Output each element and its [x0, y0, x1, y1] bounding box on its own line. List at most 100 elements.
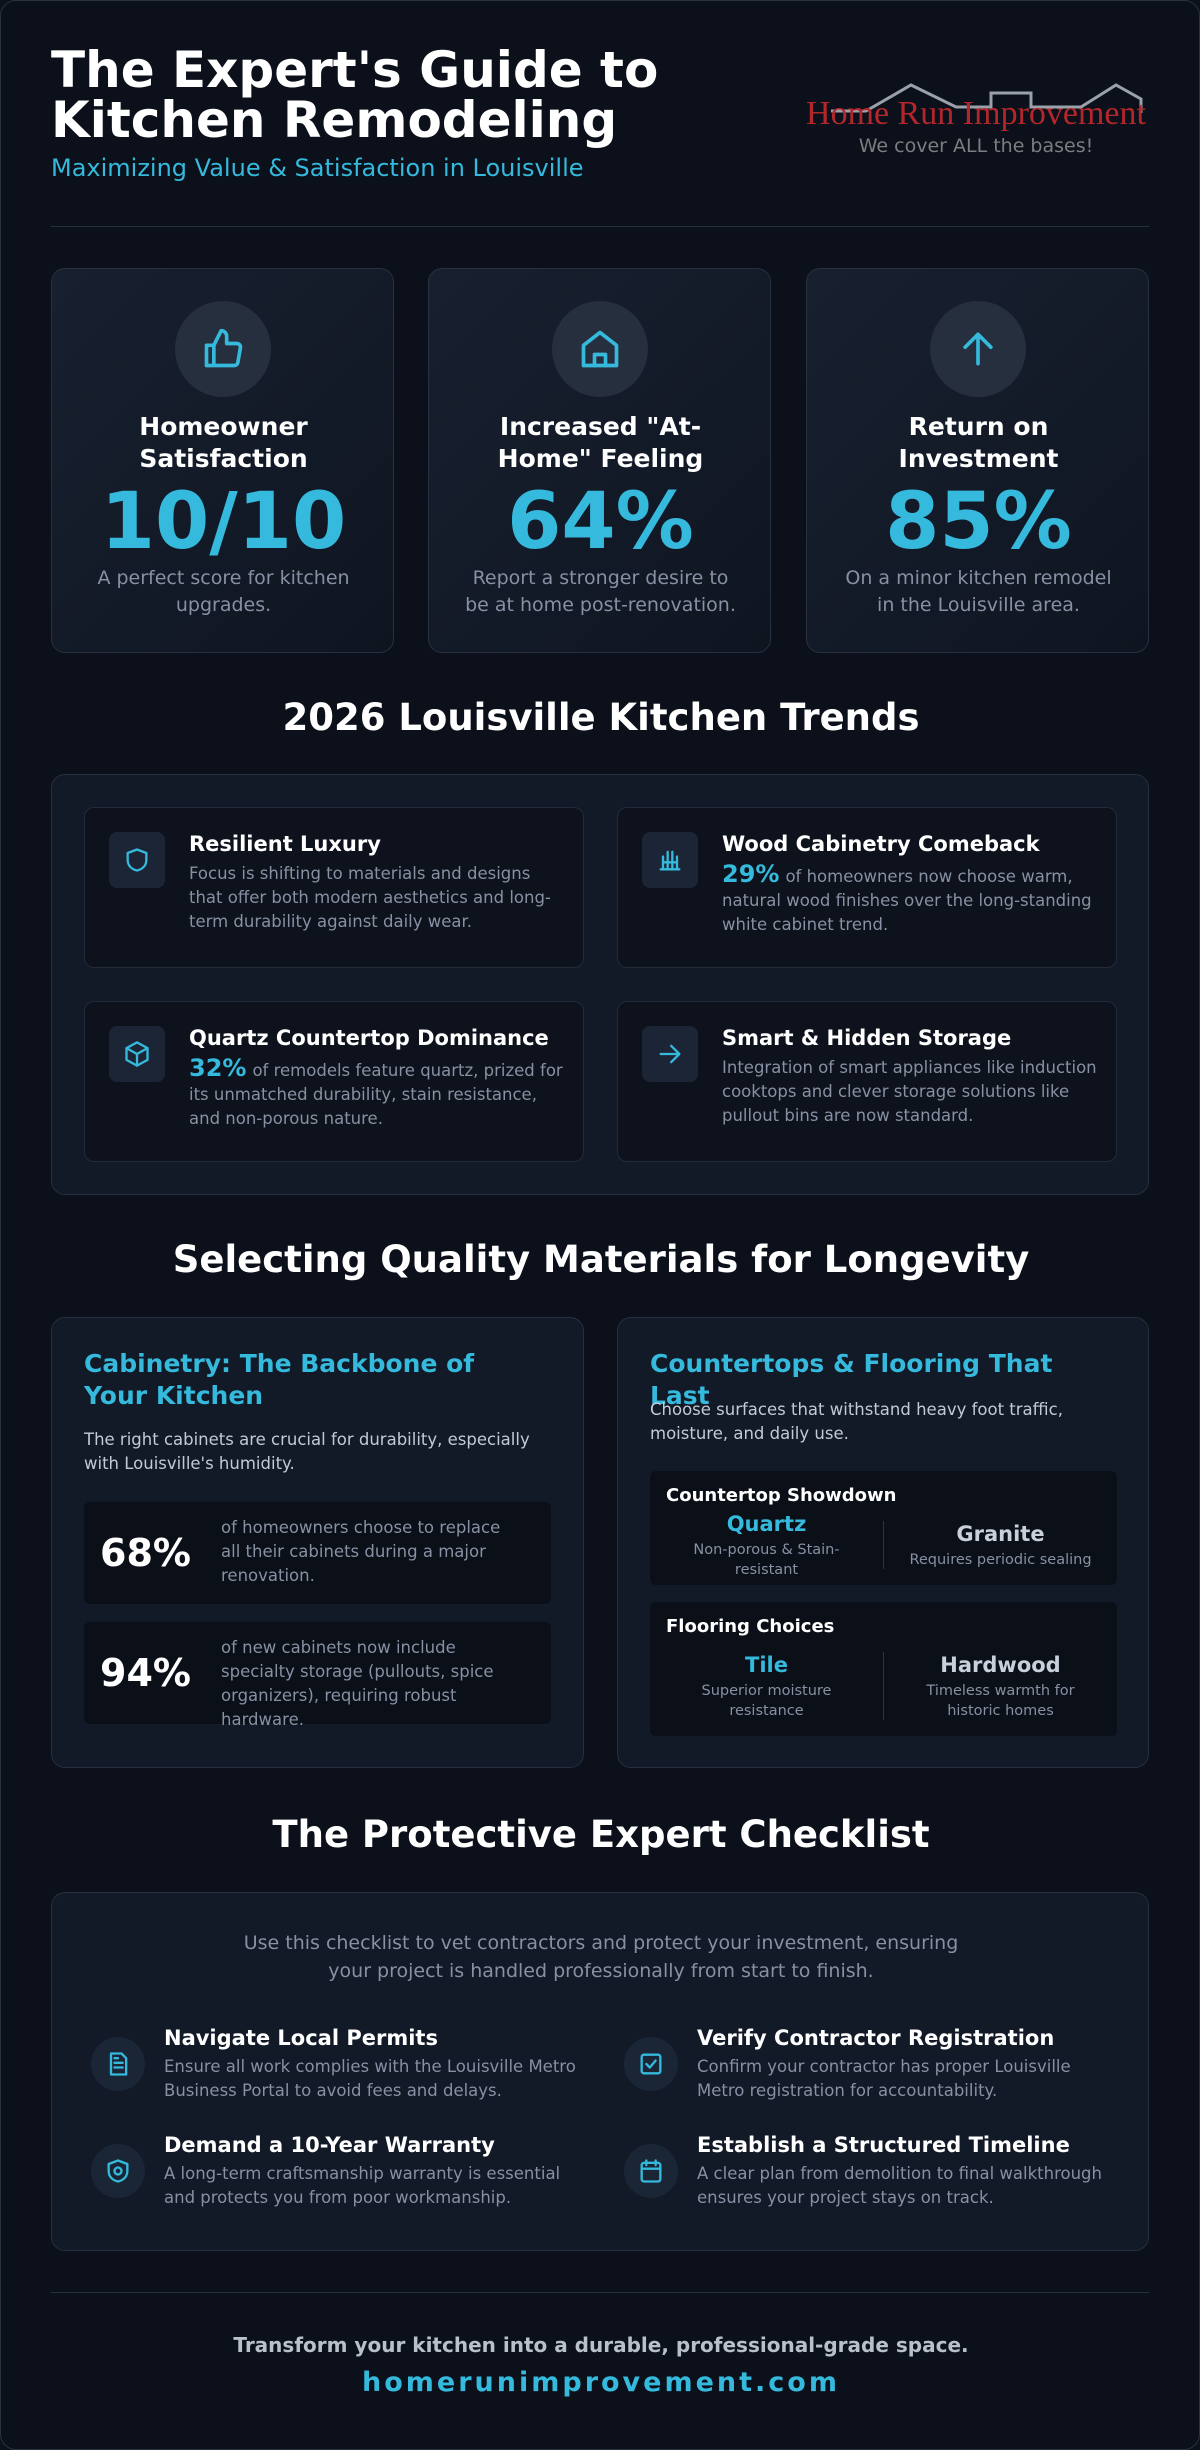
- stat-title: Return on Investment: [898, 412, 1059, 473]
- trend-text: Focus is shifting to materials and desig…: [189, 862, 564, 934]
- option-name: Tile: [745, 1653, 788, 1677]
- title: The Expert's Guide to Kitchen Remodeling: [51, 41, 659, 149]
- comparison-divider: [883, 1521, 884, 1569]
- icon-shape: [659, 1044, 681, 1064]
- option: Quartz Non-porous & Stain-resistant: [650, 1512, 883, 1578]
- footer-tagline: Transform your kitchen into a durable, p…: [233, 2333, 969, 2357]
- icon-shape: [125, 1047, 149, 1067]
- stat-value: 64%: [507, 477, 694, 567]
- logo-name: Home Run Improvement: [806, 95, 1146, 132]
- divider: [51, 226, 1149, 227]
- trend-title: Quartz Countertop Dominance: [189, 1026, 549, 1050]
- subtitle: Maximizing Value & Satisfaction in Louis…: [51, 154, 584, 182]
- stat-box-value: 68%: [100, 1531, 191, 1575]
- stat-card: Return on Investment 85% On a minor kitche…: [806, 268, 1149, 653]
- option-name: Hardwood: [940, 1653, 1061, 1677]
- comparison-title: Flooring Choices: [666, 1616, 835, 1637]
- icon-shape: [113, 2166, 123, 2176]
- section-title: 2026 Louisville Kitchen Trends: [282, 696, 920, 739]
- checklist-description: Confirm your contractor has proper Louis…: [697, 2057, 1071, 2100]
- stat-value: 10/10: [100, 477, 347, 567]
- panel-heading: Cabinetry: The Backbone of Your Kitchen: [84, 1349, 475, 1410]
- option-name: Quartz: [726, 1512, 807, 1536]
- icon-shape: [592, 352, 608, 368]
- stat-description: On a minor kitchen remodel in the Louisv…: [845, 567, 1112, 616]
- stat-value: 85%: [885, 477, 1072, 567]
- icon: [125, 1041, 149, 1067]
- icon-box: [109, 832, 165, 888]
- panel-text: The right cabinets are crucial for durab…: [84, 1430, 530, 1473]
- icon: [581, 330, 619, 368]
- cabinetry-panel: Cabinetry: The Backbone of Your Kitchen T…: [51, 1317, 584, 1768]
- checklist-description: Ensure all work complies with the Louisv…: [164, 2057, 576, 2100]
- checklist-panel: [51, 1892, 1149, 2251]
- icon-shape: [645, 2059, 657, 2069]
- stat-description: A perfect score for kitchen upgrades.: [97, 567, 350, 616]
- icon: [126, 848, 148, 872]
- icon-shape: [640, 2159, 662, 2170]
- logo: Home Run Improvement We cover ALL the bas…: [791, 79, 1161, 169]
- checklist-description: A long-term craftsmanship warranty is es…: [164, 2164, 561, 2207]
- checklist-title: Demand a 10-Year Warranty: [164, 2133, 495, 2157]
- icon-box: [642, 1026, 698, 1082]
- icon-box: [109, 1026, 165, 1082]
- comparison-box: Flooring Choices Tile Superior moisture re…: [650, 1602, 1117, 1736]
- stat-box-value: 94%: [100, 1651, 191, 1695]
- trend-text: 32% of remodels feature quartz, prized fo…: [189, 1056, 564, 1131]
- section-title: The Protective Expert Checklist: [272, 1813, 930, 1856]
- icon-shape: [126, 848, 148, 872]
- icon: [659, 1044, 681, 1064]
- checklist-title: Navigate Local Permits: [164, 2026, 438, 2050]
- stat-card: Homeowner Satisfaction 10/10 A perfect sco…: [51, 268, 394, 653]
- icon-shape: [640, 2161, 662, 2183]
- icon-shape: [640, 2053, 662, 2075]
- icon-shape: [659, 850, 681, 871]
- stat-box-text: of homeowners choose to replace all thei…: [221, 1518, 501, 1585]
- option-note: Requires periodic sealing: [909, 1552, 1092, 1568]
- icon-circle: [624, 2037, 678, 2091]
- section-title: Selecting Quality Materials for Longevit…: [172, 1238, 1030, 1281]
- checklist-description: A clear plan from demolition to final wa…: [697, 2164, 1102, 2207]
- icon: [659, 850, 681, 871]
- checklist-intro: Use this checklist to vet contractors an…: [243, 1932, 959, 1982]
- option: Granite Requires periodic sealing: [884, 1517, 1117, 1575]
- comparison-box: Countertop Showdown Quartz Non-porous & St…: [650, 1471, 1117, 1585]
- trend-title: Wood Cabinetry Comeback: [722, 832, 1040, 856]
- option-name: Granite: [956, 1522, 1045, 1546]
- panel-heading: Countertops & Flooring That Last: [650, 1349, 1053, 1410]
- surfaces-panel: Countertops & Flooring That Last Choose s…: [617, 1317, 1149, 1768]
- icon-circle: [552, 301, 648, 397]
- option-note: Non-porous & Stain-resistant: [693, 1542, 840, 1578]
- icon-circle: [91, 2144, 145, 2198]
- trend-stat: 29%: [722, 860, 780, 888]
- divider: [51, 2292, 1149, 2293]
- icon-box: [642, 832, 698, 888]
- trend-description: of remodels feature quartz, prized for i…: [189, 1061, 563, 1128]
- stat-description: Report a stronger desire to be at home p…: [465, 567, 736, 616]
- icon: [640, 2159, 662, 2183]
- icon: [107, 2159, 129, 2183]
- icon-shape: [581, 330, 619, 368]
- icon-circle: [175, 301, 271, 397]
- comparison-divider: [883, 1652, 884, 1720]
- icon-circle: [930, 301, 1026, 397]
- trend-title: Resilient Luxury: [189, 832, 381, 856]
- icon-circle: [91, 2037, 145, 2091]
- trend-card: Smart & Hidden Storage Integration of sma…: [617, 1001, 1117, 1162]
- trend-text: Integration of smart appliances like ind…: [722, 1056, 1097, 1128]
- logo-tagline: We cover ALL the bases!: [858, 135, 1094, 157]
- option-note: Superior moisture resistance: [701, 1683, 832, 1719]
- icon: [109, 2052, 128, 2076]
- trend-description: of homeowners now choose warm, natural w…: [722, 867, 1092, 934]
- trend-description: Focus is shifting to materials and desig…: [189, 864, 551, 931]
- icon-circle: [624, 2144, 678, 2198]
- option: Hardwood Timeless warmth for historic hom…: [884, 1648, 1117, 1726]
- trend-card: Quartz Countertop Dominance 32% of remodel…: [84, 1001, 584, 1162]
- icon-shape: [109, 2052, 128, 2076]
- trend-text: 29% of homeowners now choose warm, natura…: [722, 862, 1097, 937]
- trend-stat: 32%: [189, 1054, 247, 1082]
- icon: [640, 2053, 662, 2075]
- option: Tile Superior moisture resistance: [650, 1648, 883, 1726]
- stat-title: Homeowner Satisfaction: [139, 412, 308, 473]
